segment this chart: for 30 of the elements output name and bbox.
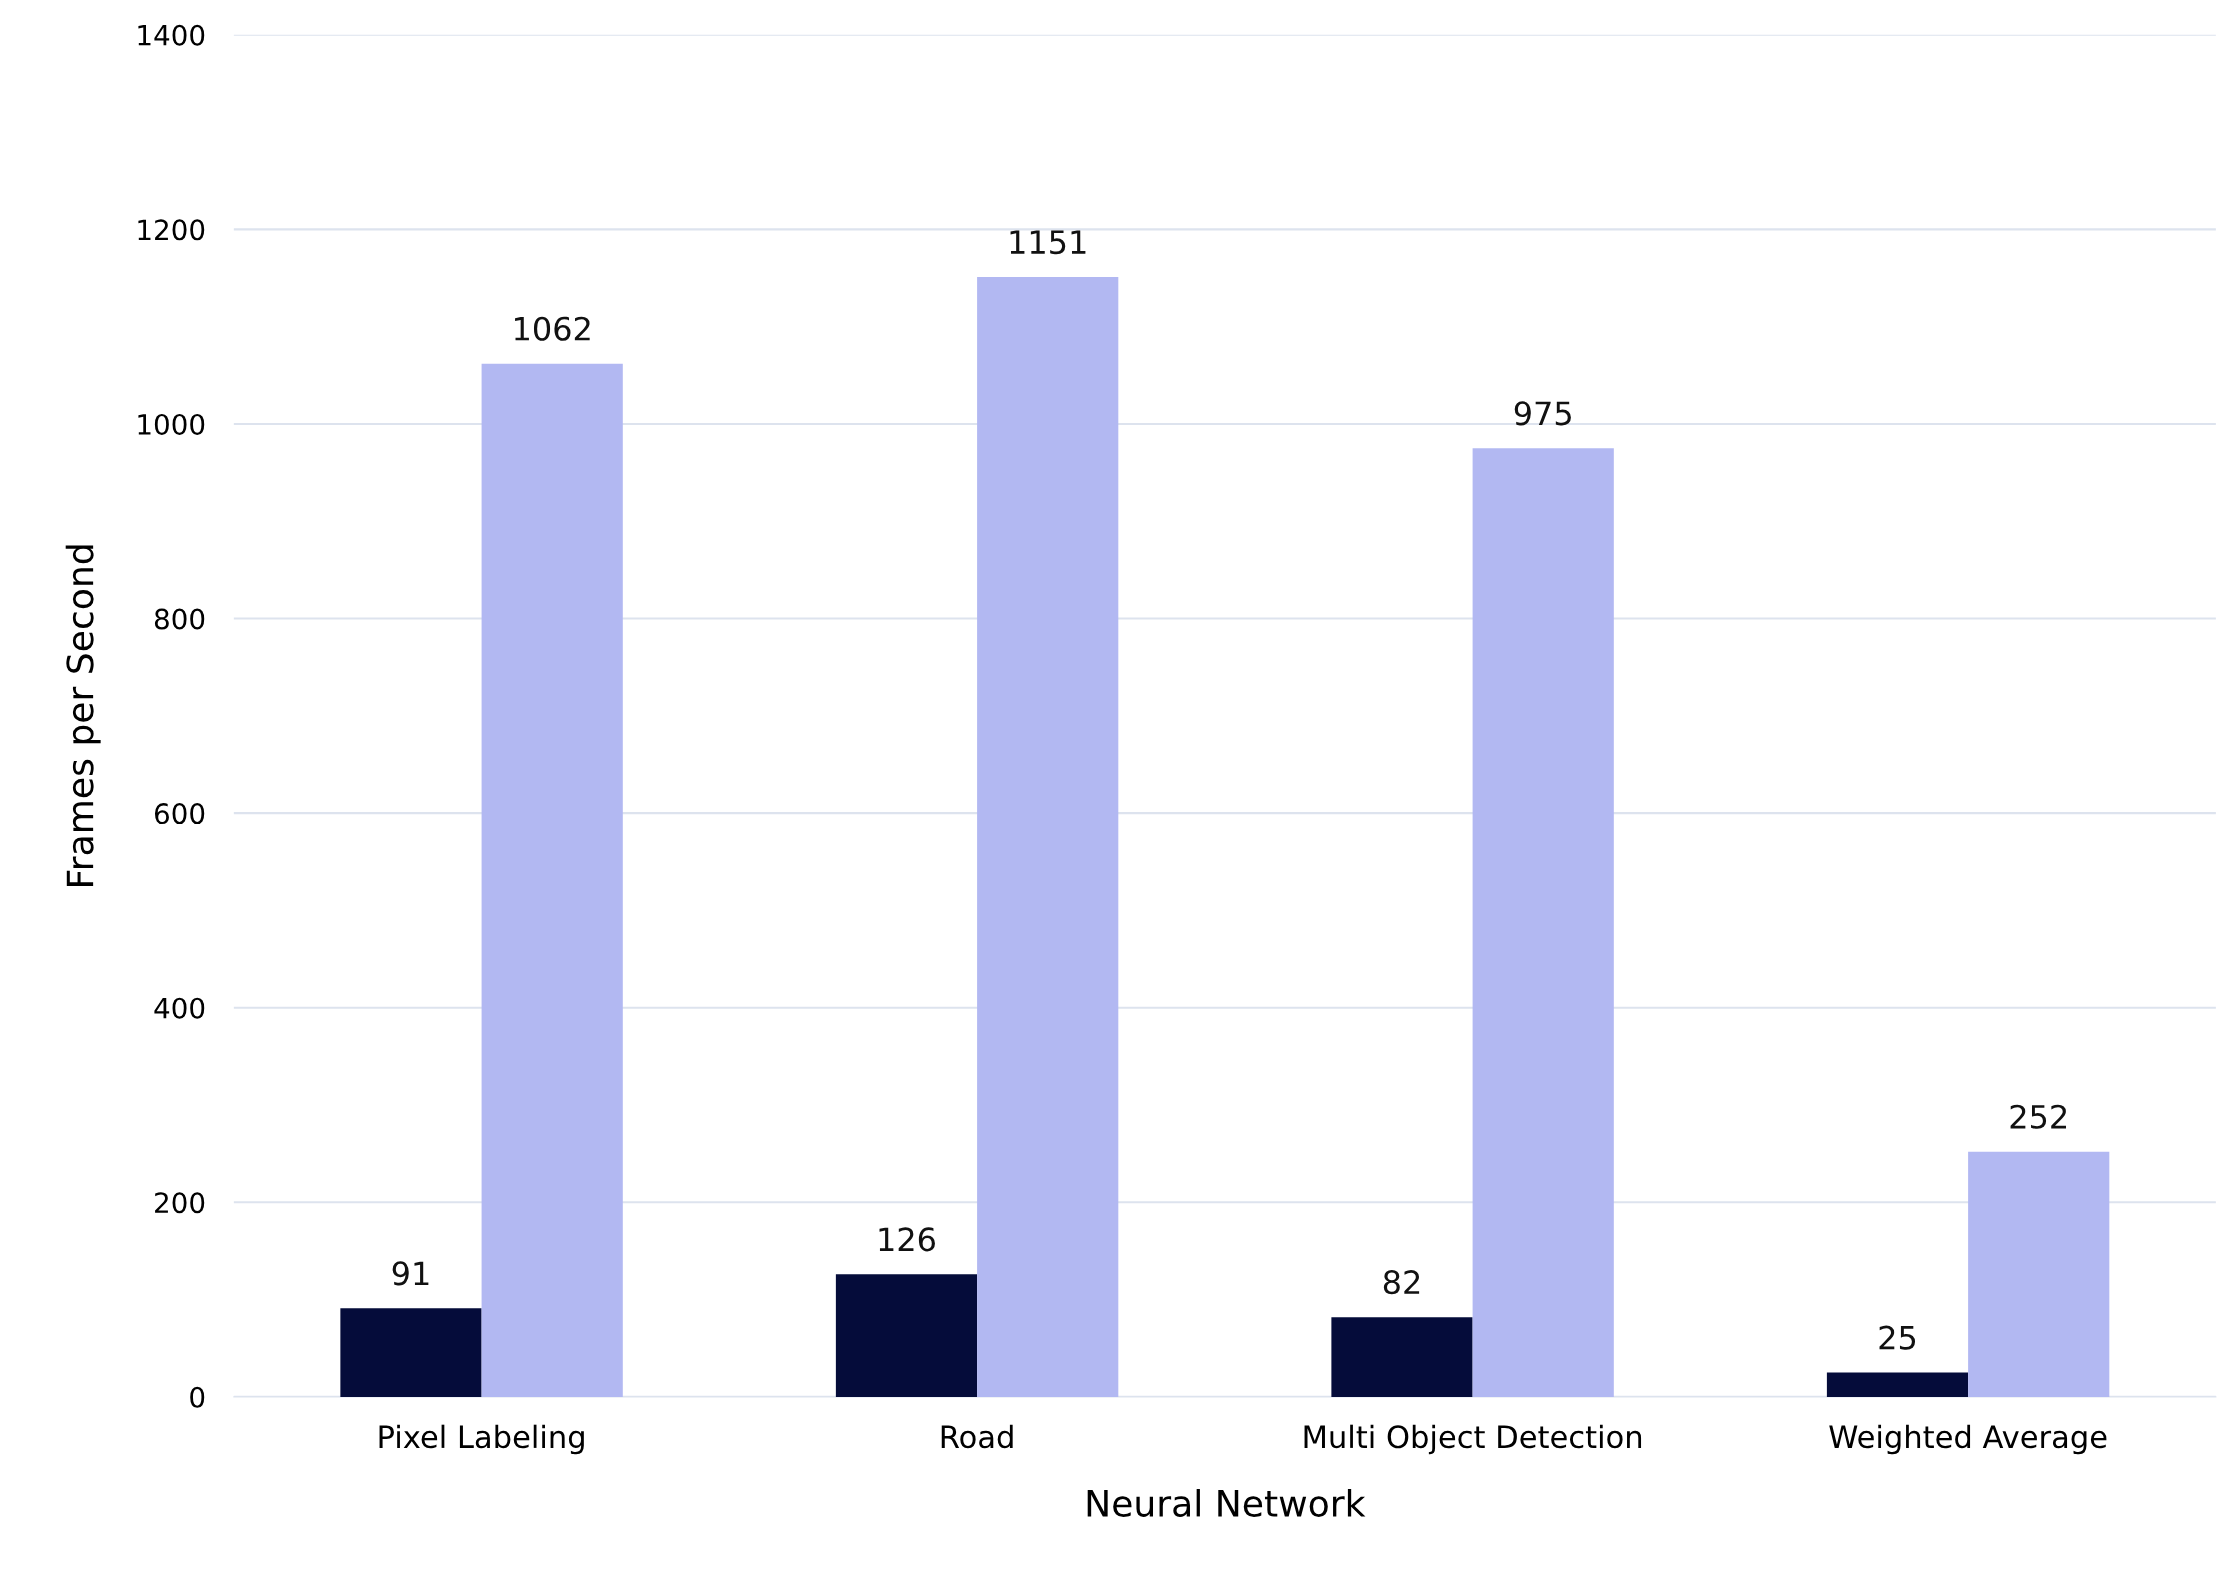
data-label: 25 — [1879, 1325, 1916, 1350]
data-label: 1151 — [1010, 230, 1086, 255]
y-axis-title: Frames per Second — [65, 545, 101, 886]
y-tick-label: 600 — [154, 803, 205, 825]
bar — [340, 1308, 482, 1397]
bar — [1331, 1317, 1473, 1397]
bar — [1826, 1372, 1969, 1397]
y-tick-label: 1400 — [138, 24, 205, 46]
y-tick-label: 1000 — [138, 413, 205, 435]
data-label: 975 — [1514, 401, 1571, 426]
x-tick-label: Weighted Average — [1829, 1424, 2107, 1455]
bar — [835, 1274, 978, 1397]
x-tick-label: Multi Object Detection — [1304, 1424, 1642, 1455]
y-tick-label: 0 — [190, 1386, 205, 1408]
data-label: 82 — [1383, 1270, 1420, 1295]
x-tick-label: Pixel Labeling — [379, 1424, 584, 1455]
y-tick-label: 800 — [154, 608, 205, 630]
data-label: 1062 — [515, 316, 590, 341]
y-tick-label: 1200 — [138, 219, 205, 241]
bar — [977, 277, 1119, 1397]
y-tick-label: 400 — [154, 997, 205, 1019]
x-tick-label: Road — [941, 1424, 1013, 1449]
bar — [481, 363, 623, 1397]
y-tick-label: 200 — [155, 1192, 205, 1214]
data-label: 91 — [392, 1261, 429, 1286]
data-label: 252 — [2010, 1104, 2067, 1129]
data-label: 126 — [879, 1227, 935, 1252]
bar — [1472, 448, 1614, 1397]
bar — [1968, 1151, 2110, 1397]
x-axis-title: Neural Network — [1087, 1488, 1366, 1517]
